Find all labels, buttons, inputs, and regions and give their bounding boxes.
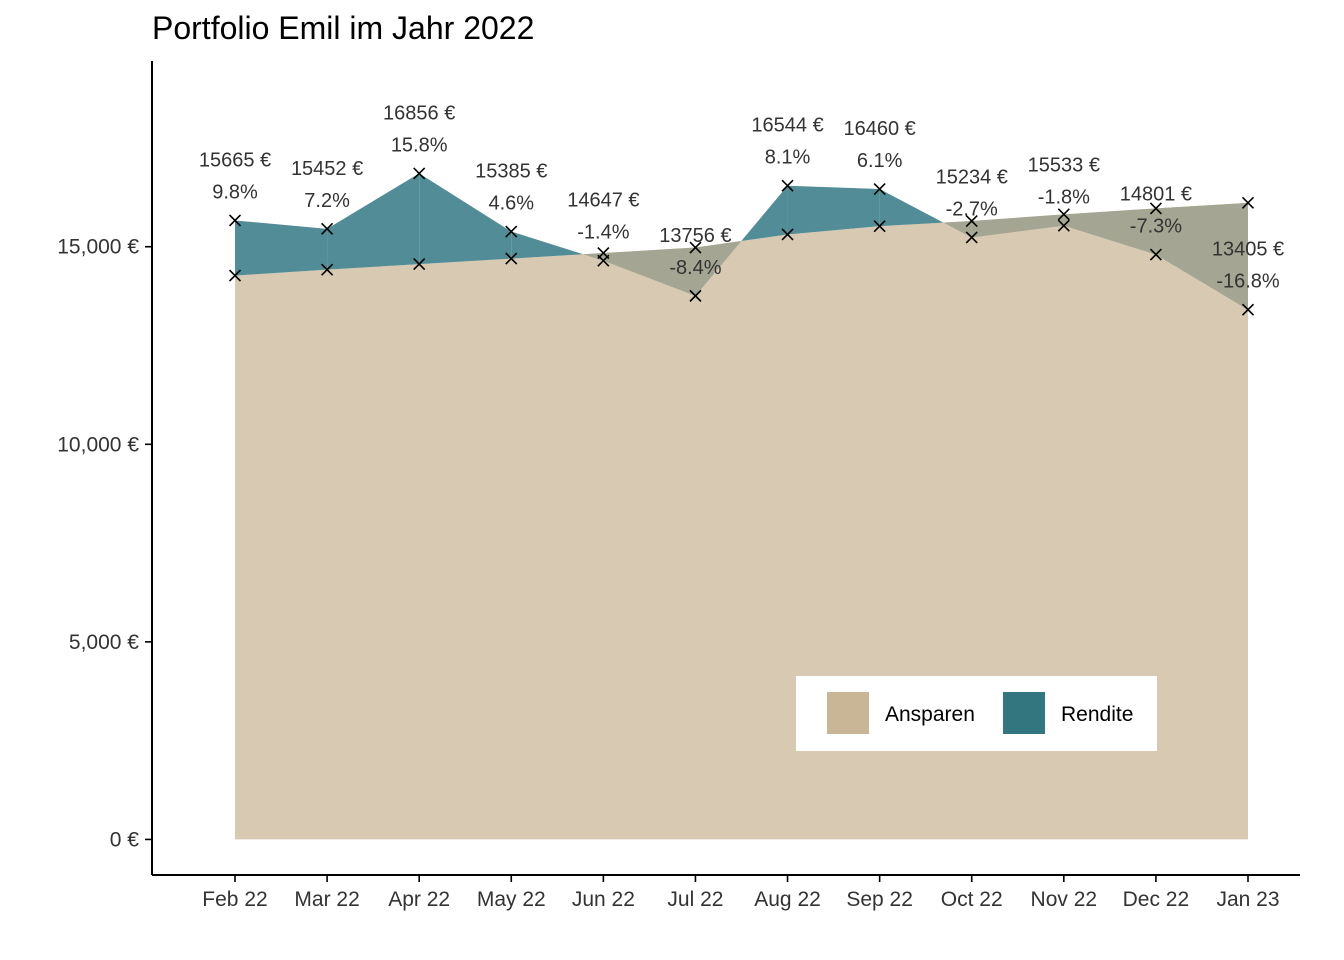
area-rendite-segment <box>511 231 584 259</box>
marker-ansparen <box>413 258 426 271</box>
x-tick-label: Apr 22 <box>388 888 450 911</box>
value-label: 13756 € <box>659 225 731 247</box>
legend-label-rendite: Rendite <box>1061 703 1133 726</box>
area-rendite-segment <box>741 185 788 242</box>
x-tick-label: Oct 22 <box>941 888 1003 911</box>
data-labels: 15665 € 9.8% 15452 € 7.2% 16856 € 15.8% 15385 … <box>199 102 1284 292</box>
marker-ansparen <box>321 263 334 276</box>
marker-portfolio <box>321 222 334 235</box>
area-rendite-segment <box>879 189 944 227</box>
value-label: 15452 € <box>291 158 363 180</box>
marker-portfolio <box>413 167 426 180</box>
marker-ansparen <box>781 228 794 241</box>
legend-label-ansparen: Ansparen <box>885 703 975 726</box>
percent-label: 4.6% <box>488 193 534 215</box>
marker-ansparen <box>965 214 978 228</box>
marker-ansparen <box>1057 208 1070 221</box>
area-rendite-segment <box>971 214 1064 238</box>
marker-portfolio <box>873 182 886 196</box>
area-rendite-segment <box>327 173 420 270</box>
axes: 0 € 5,000 € 10,000 € 15,000 € Feb 22 Mar 22 Ap… <box>57 61 1300 911</box>
marker-portfolio <box>781 179 794 192</box>
area-rendite-segment <box>1063 208 1156 255</box>
x-tick-label: Jul 22 <box>667 888 723 911</box>
y-tick-label: 5,000 € <box>69 631 139 654</box>
percent-label: 8.1% <box>765 147 811 169</box>
value-label: 16856 € <box>383 102 455 124</box>
marker-ansparen <box>1241 196 1255 209</box>
legend-swatch-rendite <box>1003 692 1045 734</box>
percent-label: 9.8% <box>212 181 258 203</box>
area-rendite-segment <box>787 185 880 235</box>
marker-portfolio <box>1149 248 1162 261</box>
legend-swatch-ansparen <box>827 692 869 734</box>
percent-label: -2.7% <box>946 198 998 220</box>
value-label: 14801 € <box>1120 184 1192 206</box>
percent-label: -1.4% <box>577 222 629 244</box>
area-rendite-segment <box>943 221 972 238</box>
value-label: 16460 € <box>843 118 915 140</box>
y-tick-label: 10,000 € <box>57 433 139 456</box>
x-tick-label: Aug 22 <box>754 888 821 911</box>
marker-portfolio <box>228 214 242 227</box>
value-label: 16544 € <box>751 115 823 137</box>
marker-portfolio <box>965 231 978 244</box>
percent-label: 15.8% <box>391 134 448 156</box>
marker-portfolio <box>1241 303 1255 316</box>
x-tick-label: Jan 23 <box>1216 888 1279 911</box>
value-label: 15665 € <box>199 149 271 171</box>
y-tick-label: 15,000 € <box>57 236 139 259</box>
area-rendite-segment <box>603 247 696 296</box>
value-label: 15234 € <box>936 166 1008 188</box>
x-tick-label: Feb 22 <box>202 888 267 911</box>
x-tick-label: Nov 22 <box>1031 888 1098 911</box>
x-tick-label: Mar 22 <box>294 888 359 911</box>
percent-label: -1.8% <box>1038 187 1090 209</box>
area-rendite-segment <box>419 173 512 265</box>
marker-ansparen <box>228 269 242 282</box>
x-tick-label: Sep 22 <box>846 888 913 911</box>
legend: Ansparen Rendite <box>796 676 1157 751</box>
value-label: 15385 € <box>475 161 547 183</box>
chart-title: Portfolio Emil im Jahr 2022 <box>152 10 534 46</box>
value-label: 14647 € <box>567 190 639 212</box>
x-tick-label: Dec 22 <box>1123 888 1190 911</box>
y-tick-label: 0 € <box>110 828 140 851</box>
percent-label: 7.2% <box>304 190 350 212</box>
percent-label: -8.4% <box>669 257 721 279</box>
value-label: 13405 € <box>1212 239 1284 261</box>
percent-label: 6.1% <box>857 150 903 172</box>
value-label: 15533 € <box>1028 155 1100 177</box>
percent-label: -16.8% <box>1216 271 1280 293</box>
markers <box>228 167 1255 316</box>
marker-ansparen <box>873 220 886 233</box>
area-rendite-segment <box>695 241 742 296</box>
marker-portfolio <box>1057 219 1070 232</box>
marker-ansparen <box>1149 202 1162 215</box>
percent-label: -7.3% <box>1130 216 1182 238</box>
marker-portfolio <box>597 254 610 267</box>
area-rendite-segment <box>1155 202 1248 310</box>
x-tick-label: Jun 22 <box>572 888 635 911</box>
marker-ansparen <box>505 252 518 265</box>
area-rendite-segment <box>235 220 328 276</box>
marker-ansparen <box>689 241 702 254</box>
marker-portfolio <box>689 289 702 302</box>
x-tick-label: May 22 <box>477 888 546 911</box>
marker-portfolio <box>505 225 518 238</box>
